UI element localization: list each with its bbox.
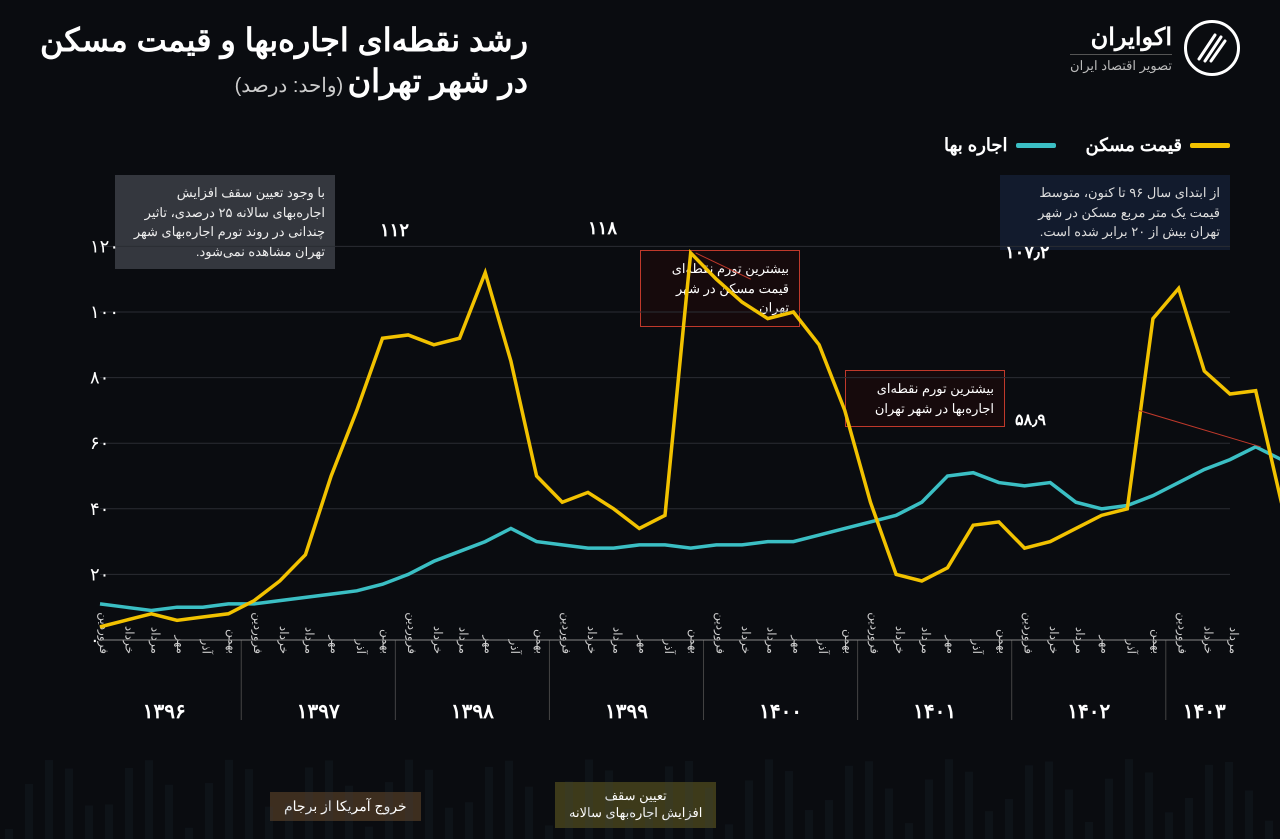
svg-text:بهمن: بهمن [688, 629, 702, 654]
brand-logo: اکوایران تصویر اقتصاد ایران [1070, 20, 1240, 76]
svg-text:۱۳۹۸: ۱۳۹۸ [451, 701, 494, 723]
header: اکوایران تصویر اقتصاد ایران رشد نقطه‌ای … [40, 20, 1240, 100]
svg-text:۴۰: ۴۰ [90, 499, 109, 519]
svg-text:مهر: مهر [328, 634, 342, 654]
chart-svg: ۰۲۰۴۰۶۰۸۰۱۰۰۱۲۰فروردینخردادمردادمهرآذربه… [60, 200, 1240, 760]
title-line-2: در شهر تهران [348, 63, 528, 99]
svg-text:فروردین: فروردین [251, 612, 265, 654]
svg-text:۱۴۰۰: ۱۴۰۰ [759, 701, 802, 723]
svg-text:۱۲۰: ۱۲۰ [90, 236, 119, 256]
svg-text:فروردین: فروردین [559, 612, 573, 654]
svg-text:بهمن: بهمن [1150, 629, 1164, 654]
svg-text:آذر: آذر [970, 639, 985, 655]
svg-text:۶۰: ۶۰ [90, 433, 109, 453]
brand-tagline: تصویر اقتصاد ایران [1070, 54, 1172, 74]
svg-text:بهمن: بهمن [534, 629, 548, 654]
svg-text:۱۰۰: ۱۰۰ [90, 302, 119, 322]
svg-text:آذر: آذر [508, 639, 523, 655]
legend-swatch-rent [1016, 143, 1056, 148]
title-unit: (واحد: درصد) [235, 75, 344, 97]
svg-text:۸۰: ۸۰ [90, 368, 109, 388]
svg-text:بهمن: بهمن [842, 629, 856, 654]
chart-title: رشد نقطه‌ای اجاره‌بها و قیمت مسکن در شهر… [40, 20, 528, 100]
svg-text:مهر: مهر [790, 634, 804, 654]
brand-logo-icon [1184, 20, 1240, 76]
title-line-1: رشد نقطه‌ای اجاره‌بها و قیمت مسکن [40, 20, 528, 62]
svg-text:۱۳۹۶: ۱۳۹۶ [143, 701, 186, 723]
svg-text:مهر: مهر [174, 634, 188, 654]
svg-text:فروردین: فروردین [867, 612, 881, 654]
svg-text:فروردین: فروردین [1022, 612, 1036, 654]
svg-text:فروردین: فروردین [97, 612, 111, 654]
svg-text:بهمن: بهمن [380, 629, 394, 654]
svg-text:بهمن: بهمن [996, 629, 1010, 654]
legend-label-rent: اجاره بها [944, 135, 1008, 156]
brand-name: اکوایران [1070, 23, 1172, 52]
svg-text:فروردین: فروردین [405, 612, 419, 654]
svg-text:آذر: آذر [662, 639, 677, 655]
legend: قیمت مسکن اجاره بها [944, 135, 1230, 156]
svg-text:مهر: مهر [1099, 634, 1113, 654]
svg-text:فروردین: فروردین [713, 612, 727, 654]
svg-text:فروردین: فروردین [1176, 612, 1190, 654]
legend-item-rent: اجاره بها [944, 135, 1056, 156]
svg-text:۱۴۰۲: ۱۴۰۲ [1067, 701, 1110, 723]
legend-item-price: قیمت مسکن [1086, 135, 1230, 156]
legend-label-price: قیمت مسکن [1086, 135, 1182, 156]
svg-text:۱۴۰۳: ۱۴۰۳ [1183, 701, 1226, 723]
svg-text:آذر: آذر [1124, 639, 1139, 655]
svg-text:بهمن: بهمن [225, 629, 239, 654]
legend-swatch-price [1190, 143, 1230, 148]
svg-text:آذر: آذر [816, 639, 831, 655]
svg-text:مهر: مهر [482, 634, 496, 654]
chart: ۰۲۰۴۰۶۰۸۰۱۰۰۱۲۰فروردینخردادمردادمهرآذربه… [60, 200, 1240, 680]
svg-text:۱۳۹۷: ۱۳۹۷ [297, 701, 340, 723]
svg-text:۲۰: ۲۰ [90, 564, 109, 584]
svg-text:۱۴۰۱: ۱۴۰۱ [913, 701, 956, 723]
svg-text:۱۳۹۹: ۱۳۹۹ [605, 701, 648, 723]
svg-text:آذر: آذر [200, 639, 215, 655]
svg-text:آذر: آذر [354, 639, 369, 655]
decorative-bars [0, 739, 1280, 839]
svg-text:مهر: مهر [636, 634, 650, 654]
svg-text:مهر: مهر [945, 634, 959, 654]
